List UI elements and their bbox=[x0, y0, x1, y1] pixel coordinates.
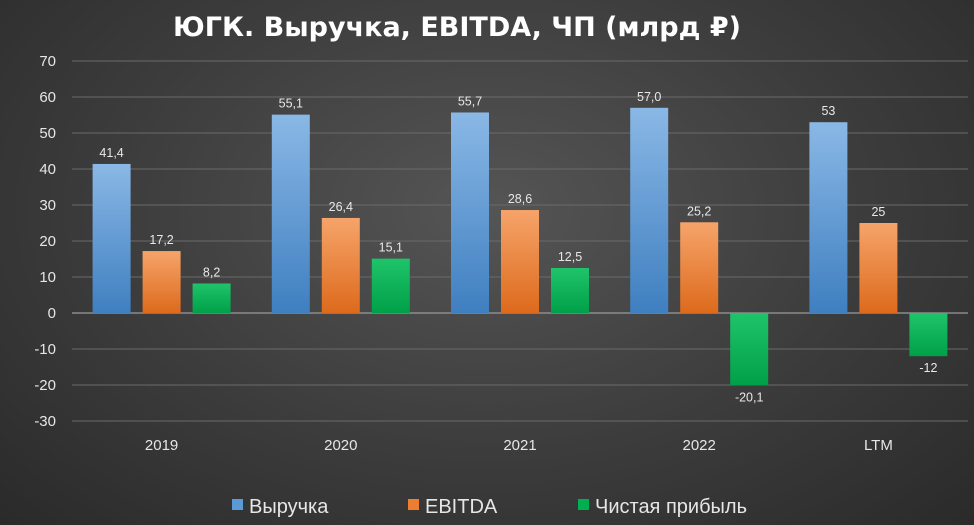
bar-Выручка-LTM bbox=[809, 122, 848, 313]
bar-Чистая прибыль-2021 bbox=[551, 268, 589, 313]
data-label: 55,7 bbox=[458, 94, 482, 108]
data-label: 15,1 bbox=[379, 241, 403, 255]
bar-Выручка-2020 bbox=[271, 114, 310, 313]
y-tick-label: 10 bbox=[39, 269, 56, 286]
data-label: -20,1 bbox=[735, 390, 764, 404]
x-tick-label: 2020 bbox=[324, 437, 357, 454]
data-label: 12,5 bbox=[558, 250, 582, 264]
y-tick-label: 0 bbox=[48, 305, 56, 322]
bar-EBITDA-2022 bbox=[680, 222, 719, 313]
legend-swatch bbox=[232, 499, 243, 510]
legend-label: EBITDA bbox=[425, 496, 498, 518]
y-tick-label: 60 bbox=[39, 89, 56, 106]
bar-Чистая прибыль-2019 bbox=[192, 283, 231, 313]
bar-Чистая прибыль-LTM bbox=[909, 313, 948, 357]
bar-EBITDA-2019 bbox=[142, 251, 181, 313]
bar-Выручка-2022 bbox=[630, 107, 669, 313]
x-tick-label: 2022 bbox=[683, 437, 716, 454]
x-tick-label: LTM bbox=[864, 437, 893, 454]
chart-title: ЮГК. Выручка, EBITDA, ЧП (млрд ₽) bbox=[173, 12, 741, 43]
data-label: 57,0 bbox=[637, 90, 661, 104]
y-tick-label: 20 bbox=[39, 233, 56, 250]
bars bbox=[92, 107, 948, 386]
bar-Чистая прибыль-2022 bbox=[730, 313, 769, 386]
y-tick-label: -10 bbox=[34, 341, 56, 358]
data-label: 55,1 bbox=[279, 97, 303, 111]
legend-item: EBITDA bbox=[408, 496, 498, 518]
y-tick-label: 50 bbox=[39, 125, 56, 142]
y-tick-label: 70 bbox=[39, 53, 56, 70]
y-tick-label: -30 bbox=[34, 413, 56, 430]
bar-Выручка-2021 bbox=[451, 112, 489, 313]
data-label: 41,4 bbox=[99, 146, 123, 160]
bar-EBITDA-2021 bbox=[501, 210, 539, 313]
legend-item: Выручка bbox=[232, 496, 329, 518]
data-label: 17,2 bbox=[149, 233, 173, 247]
data-label: 25 bbox=[871, 205, 885, 219]
y-axis: 70 60 50 40 30 20 10 0 -10 -20 -30 bbox=[34, 53, 56, 430]
legend-label: Выручка bbox=[249, 496, 329, 518]
bar-Чистая прибыль-2020 bbox=[371, 258, 410, 313]
x-axis: 2019 2020 2021 2022 LTM bbox=[145, 437, 893, 454]
legend-label: Чистая прибыль bbox=[595, 496, 747, 518]
y-tick-label: 40 bbox=[39, 161, 56, 178]
y-tick-label: -20 bbox=[34, 377, 56, 394]
data-label: -12 bbox=[919, 361, 937, 375]
bar-EBITDA-LTM bbox=[859, 223, 898, 313]
data-label: 28,6 bbox=[508, 192, 532, 206]
bar-EBITDA-2020 bbox=[321, 217, 360, 313]
legend: Выручка EBITDA Чистая прибыль bbox=[232, 496, 747, 518]
legend-swatch bbox=[408, 499, 419, 510]
data-label: 53 bbox=[821, 104, 835, 118]
data-label: 25,2 bbox=[687, 204, 711, 218]
legend-swatch bbox=[578, 499, 589, 510]
x-tick-label: 2019 bbox=[145, 437, 178, 454]
x-tick-label: 2021 bbox=[503, 437, 536, 454]
data-label: 8,2 bbox=[203, 265, 220, 279]
y-tick-label: 30 bbox=[39, 197, 56, 214]
data-label: 26,4 bbox=[329, 200, 353, 214]
legend-item: Чистая прибыль bbox=[578, 496, 747, 518]
data-labels: 41,4 17,2 8,2 55,1 26,4 15,1 55,7 28,6 12,5 57,0 2… bbox=[99, 90, 937, 405]
bar-Выручка-2019 bbox=[92, 163, 131, 313]
